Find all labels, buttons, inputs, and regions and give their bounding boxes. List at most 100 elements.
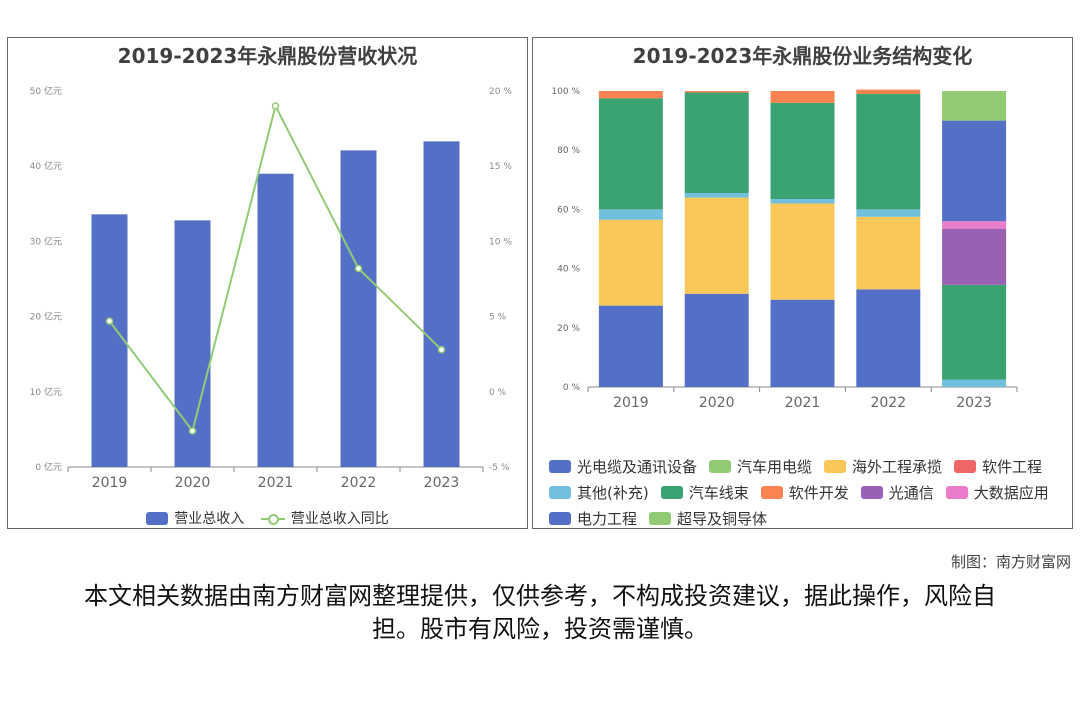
x-tick-label: 2019 [613,395,649,411]
structure-chart-panel: 2019-2023年永鼎股份业务结构变化 0 % 20 % 40 % 60 % 80 %… [532,37,1073,529]
legend-label: 电力工程 [577,510,638,528]
legend-swatch [549,460,571,473]
stacked-bar-segment [598,209,663,220]
legend-item-revenue[interactable]: 营业总收入 [146,508,244,528]
legend-item-revenue-yoy[interactable]: 营业总收入同比 [260,508,389,528]
disclaimer-text: 本文相关数据由南方财富网整理提供，仅供参考，不构成投资建议，据此操作，风险自担。… [84,582,996,643]
legend-item[interactable]: 大数据应用 [945,482,1049,503]
revenue-bar [257,173,294,467]
legend-item[interactable]: 超导及铜导体 [649,508,767,529]
revenue-yoy-point [437,345,446,354]
structure-chart-legend: 光电缆及通讯设备 汽车用电缆 海外工程承揽 软件工程其他(补充) 汽车线束 软件开发 光通信… [549,456,1069,534]
revenue-chart-panel: 2019-2023年永鼎股份营收状况 0 亿元 10 亿元 20 亿元 30 亿元 40… [7,37,528,529]
stacked-bar-segment [942,228,1007,285]
legend-line-swatch [260,512,285,525]
y-tick-label: 40 % [557,265,580,275]
stacked-bar-segment [684,91,749,93]
stacked-bar-segment [770,199,835,204]
legend-label: 汽车用电缆 [737,458,813,476]
legend-label: 汽车线束 [688,484,749,502]
stacked-bar-segment [684,197,749,294]
stacked-bar-segment [856,216,921,290]
y-tick-label-left: 0 亿元 [35,461,62,473]
stacked-bar-segment [942,221,1007,229]
legend-item[interactable]: 其他(补充) [549,482,649,503]
y-tick-label-left: 40 亿元 [30,160,62,172]
y-tick-label: 80 % [557,146,580,156]
stacked-bar-segment [856,209,921,217]
stacked-bar-segment [856,89,921,94]
legend-swatch [660,486,683,499]
legend-swatch [549,486,571,499]
stacked-bar-segment [942,379,1007,387]
revenue-yoy-point [105,317,114,325]
legend-item[interactable]: 海外工程承揽 [824,456,942,477]
legend-item[interactable]: 光电缆及通讯设备 [549,456,697,477]
x-tick-label: 2021 [785,395,821,411]
x-tick-label: 2020 [699,395,735,411]
legend-swatch [860,486,883,499]
stacked-bar-segment [770,299,835,387]
legend-label-revenue-yoy: 营业总收入同比 [290,511,389,527]
stacked-bar-segment [684,92,749,194]
x-tick-label: 2023 [956,395,992,411]
y-tick-label: 60 % [557,205,580,215]
stacked-bar-segment [942,91,1007,121]
y-tick-label-right: 0 % [489,388,507,398]
stacked-bar-segment [770,91,835,103]
structure-chart-svg: 0 % 20 % 40 % 60 % 80 % 100 % 2019 2020 2021 2022… [551,87,1018,411]
x-tick-label: 2022 [341,475,377,491]
y-tick-label-right: 10 % [489,237,512,247]
legend-item[interactable]: 电力工程 [549,508,637,529]
legend-label: 其他(补充) [577,484,649,502]
legend-label: 光通信 [888,484,934,502]
stacked-bar-segment [856,93,921,210]
stacked-bar-segment [684,293,749,387]
revenue-bar [174,220,211,467]
legend-swatch [954,460,977,473]
revenue-bar [340,150,377,467]
legend-label: 光电缆及通讯设备 [577,458,698,476]
x-tick-label: 2021 [258,475,294,491]
revenue-bar [91,214,128,467]
revenue-yoy-point [354,264,363,273]
y-tick-label-right: 20 % [489,87,512,97]
y-tick-label-right: 15 % [489,162,512,172]
legend-swatch [709,460,732,473]
y-tick-label-right: 5 % [489,313,507,323]
legend-row: 光电缆及通讯设备 汽车用电缆 海外工程承揽 软件工程 [549,456,1069,477]
x-tick-label: 2019 [92,475,128,491]
revenue-bar [423,141,460,467]
legend-swatch [649,512,672,525]
legend-label-revenue: 营业总收入 [174,511,245,527]
revenue-yoy-point [188,427,197,435]
structure-chart-title: 2019-2023年永鼎股份业务结构变化 [632,44,973,68]
y-tick-label: 0 % [563,383,581,393]
stacked-bar-segment [598,98,663,210]
legend-item[interactable]: 汽车线束 [660,482,749,503]
legend-swatch [824,460,847,473]
chart-credit: 制图：南方财富网 [950,553,1071,571]
stacked-bar-segment [770,102,835,200]
legend-item[interactable]: 汽车用电缆 [709,456,812,477]
stacked-bar-segment [942,120,1007,222]
legend-swatch [549,512,571,525]
y-tick-label-left: 50 亿元 [30,85,62,97]
stacked-bar-segment [598,91,663,99]
revenue-chart-legend: 营业总收入 营业总收入同比 [8,508,527,529]
stacked-bar-segment [598,305,663,387]
legend-item[interactable]: 软件开发 [760,482,849,503]
stacked-bar-segment [942,284,1007,380]
legend-item[interactable]: 光通信 [860,482,934,503]
y-tick-label-left: 30 亿元 [30,235,62,247]
y-tick-label-right: -5 % [489,463,510,473]
legend-swatch [760,486,783,499]
legend-item[interactable]: 软件工程 [954,456,1042,477]
revenue-chart-svg: 0 亿元 10 亿元 20 亿元 30 亿元 40 亿元 50 亿元 -5 % 0 % 5 % 1… [30,85,513,491]
revenue-chart-title: 2019-2023年永鼎股份营收状况 [117,44,418,68]
x-tick-label: 2020 [175,475,211,491]
legend-swatch [945,486,968,499]
legend-label: 超导及铜导体 [677,510,768,528]
stacked-bar-segment [770,203,835,300]
legend-row: 其他(补充) 汽车线束 软件开发 光通信 大数据应用 [549,482,1069,503]
